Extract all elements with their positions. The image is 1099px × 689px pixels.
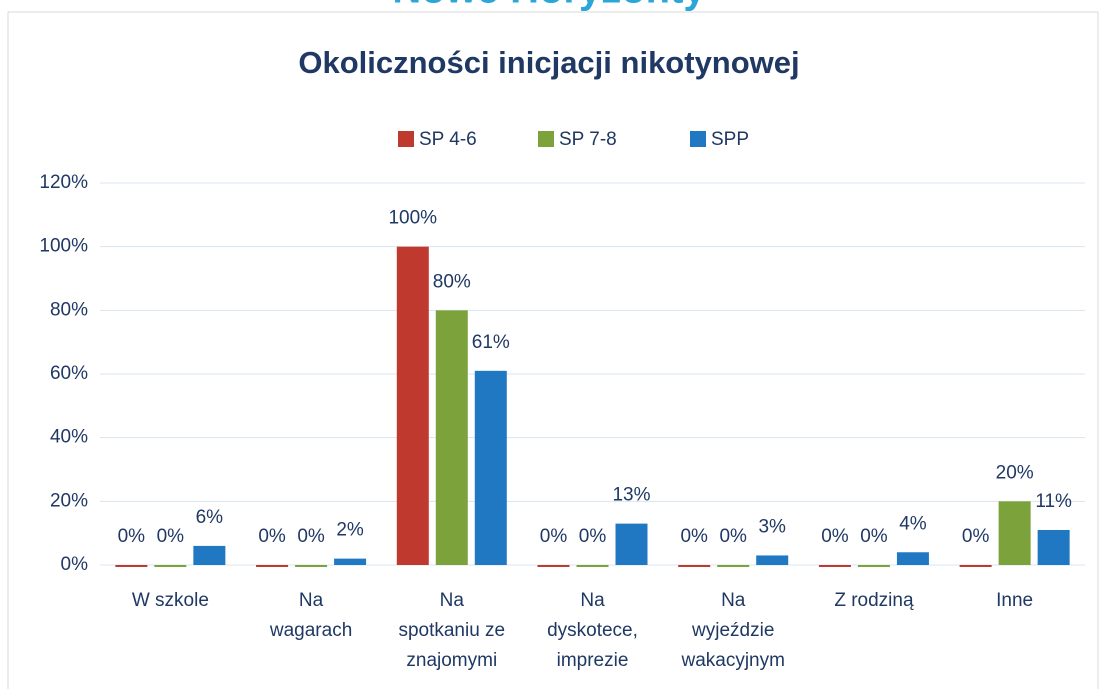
bar (678, 565, 711, 567)
x-tick-label: Z rodziną (834, 590, 914, 611)
x-tick-label: Inne (996, 590, 1033, 611)
bar (193, 545, 226, 565)
bar (256, 565, 289, 567)
x-tick-label: imprezie (557, 650, 629, 671)
x-tick-label: Na (580, 590, 605, 611)
bar (154, 565, 187, 567)
data-label: 0% (821, 526, 849, 547)
y-tick-label: 40% (50, 427, 88, 448)
bar (959, 565, 992, 567)
x-tick-label: Na (440, 590, 465, 611)
data-label: 80% (433, 271, 471, 292)
data-label: 11% (1035, 491, 1072, 512)
data-label: 0% (157, 526, 185, 547)
data-label: 4% (899, 513, 927, 534)
data-label: 61% (472, 332, 510, 353)
data-label: 13% (612, 485, 650, 506)
bar (295, 565, 328, 567)
data-label: 6% (196, 507, 224, 528)
bar (1037, 529, 1070, 565)
data-label: 100% (388, 208, 437, 229)
x-tick-label: dyskotece, (547, 620, 638, 641)
bar (537, 565, 570, 567)
x-tick-label: wyjeździe (691, 620, 774, 641)
bar (857, 565, 890, 567)
data-label: 0% (540, 526, 568, 547)
data-label: 0% (680, 526, 708, 547)
legend-swatch (398, 131, 414, 147)
y-tick-label: 100% (39, 236, 88, 257)
page-header: Nowe Horyzonty (392, 0, 706, 12)
x-tick-label: wagarach (269, 620, 352, 641)
bar (717, 565, 750, 567)
bar (474, 370, 507, 565)
bar (115, 565, 148, 567)
y-tick-label: 20% (50, 490, 88, 511)
data-label: 0% (719, 526, 747, 547)
data-label: 20% (996, 462, 1034, 483)
y-tick-label: 120% (39, 172, 88, 193)
y-tick-label: 60% (50, 363, 88, 384)
data-label: 0% (297, 526, 325, 547)
bar (615, 523, 648, 565)
legend-swatch (538, 131, 554, 147)
bar (896, 552, 929, 565)
bar (435, 310, 468, 565)
x-tick-label: W szkole (132, 590, 209, 611)
bar (756, 555, 789, 565)
legend-label: SP 4-6 (419, 129, 477, 150)
legend-label: SP 7-8 (559, 129, 617, 150)
x-tick-label: wakacyjnym (680, 650, 784, 671)
y-tick-label: 0% (61, 554, 89, 575)
x-tick-label: znajomymi (406, 650, 497, 671)
legend-label: SPP (711, 129, 749, 150)
legend-swatch (690, 131, 706, 147)
data-label: 3% (758, 516, 786, 537)
data-label: 2% (336, 520, 364, 541)
bar (334, 558, 367, 565)
bar (576, 565, 609, 567)
data-label: 0% (118, 526, 146, 547)
bar (396, 246, 429, 565)
data-label: 0% (962, 526, 990, 547)
x-tick-label: spotkaniu ze (398, 620, 505, 641)
data-label: 0% (860, 526, 888, 547)
data-label: 0% (579, 526, 607, 547)
bar (998, 501, 1031, 565)
x-tick-label: Na (721, 590, 746, 611)
bar (818, 565, 851, 567)
data-label: 0% (258, 526, 286, 547)
x-tick-label: Na (299, 590, 324, 611)
chart-frame (7, 11, 1099, 689)
y-tick-label: 80% (50, 299, 88, 320)
chart-title: Okoliczności inicjacji nikotynowej (298, 45, 799, 80)
